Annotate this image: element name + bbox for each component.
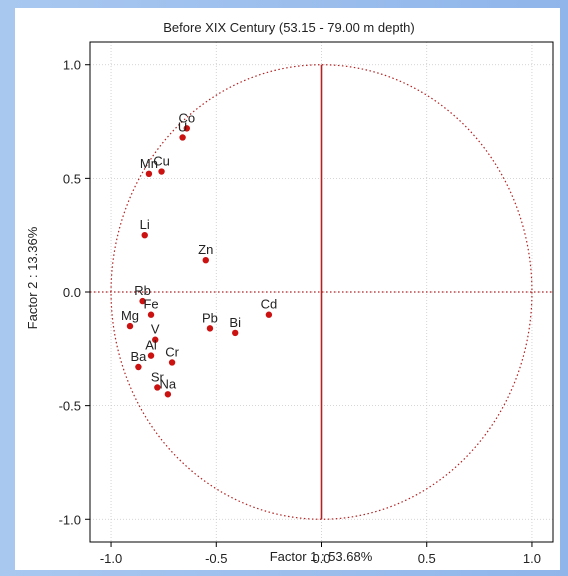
x-axis-ticks: -1.0 -0.5 0.0 0.5 1.0 [100,542,541,566]
y-tick-label: 1.0 [63,58,81,73]
point-marker [141,231,148,239]
data-point-bi: Bi [229,315,241,337]
data-point-ba: Ba [130,349,147,371]
point-label: Mg [121,308,139,323]
point-marker [168,359,176,366]
data-point-sr: Sr [151,369,165,391]
y-tick-label: -0.5 [59,399,81,414]
point-marker [206,325,214,332]
x-tick-label: 0.0 [312,551,330,566]
data-point-rb: Rb [134,283,151,305]
data-point-cu: Cu [153,154,170,175]
zero-axis-lines [90,64,553,520]
point-label: V [151,322,160,337]
unit-circle-layer [110,64,533,520]
data-point-na: Na [160,376,177,398]
y-axis-label: Factor 2 : 13.36% [25,226,40,329]
data-point-co: Co [178,110,195,132]
data-point-li: Li [140,217,150,239]
point-marker [147,352,155,359]
point-marker [158,168,165,175]
point-label: Fe [143,297,158,312]
x-tick-label: -1.0 [100,551,122,566]
point-label: Sr [151,369,165,384]
x-tick-label: 1.0 [523,551,541,566]
data-point-zn: Zn [198,242,213,264]
point-marker [265,311,273,318]
unit-circle [110,64,533,520]
point-label: Mn [140,156,158,171]
point-marker [135,363,142,371]
y-tick-label: 0.5 [63,171,81,186]
data-point-cd: Cd [261,297,278,318]
chart-panel: Before XIX Century (53.15 - 79.00 m dept… [15,8,560,570]
point-label: Na [160,376,177,391]
point-marker [126,322,134,330]
point-marker [202,256,209,264]
point-label: Cd [261,297,278,312]
point-label: U [178,119,187,134]
data-point-cr: Cr [165,344,180,366]
data-point-mn: Mn [140,156,158,178]
y-tick-label: -1.0 [59,512,81,527]
chart-title: Before XIX Century (53.15 - 79.00 m dept… [163,20,414,35]
point-marker [139,297,146,305]
point-label: Rb [134,283,151,298]
point-label: Li [140,217,150,232]
point-marker [147,311,155,318]
point-label: Al [145,338,157,353]
data-point-u: U [178,119,187,141]
data-point-mg: Mg [121,308,139,330]
y-axis-ticks: -1.0 -0.5 0.0 0.5 1.0 [59,58,90,527]
point-marker [183,125,191,132]
y-tick-label: 0.0 [63,285,81,300]
point-label: Ba [130,349,147,364]
x-tick-label: -0.5 [205,551,227,566]
point-marker [154,384,161,391]
point-label: Co [178,110,195,125]
point-label: Zn [198,242,213,257]
x-axis-label: Factor 1 : 53.68% [270,549,373,564]
data-point-v: V [151,322,160,343]
point-marker [232,329,239,337]
point-marker [179,134,186,141]
point-label: Pb [202,310,218,325]
point-marker [164,391,172,398]
point-marker [145,170,153,178]
point-label: Cu [153,154,170,169]
data-point-fe: Fe [143,297,159,318]
point-marker [152,336,159,343]
data-point-pb: Pb [202,310,218,332]
x-tick-label: 0.5 [418,551,436,566]
data-point-al: Al [145,338,157,359]
point-label: Bi [229,315,241,330]
factor-loading-chart: Before XIX Century (53.15 - 79.00 m dept… [25,20,554,566]
point-label: Cr [165,344,179,359]
